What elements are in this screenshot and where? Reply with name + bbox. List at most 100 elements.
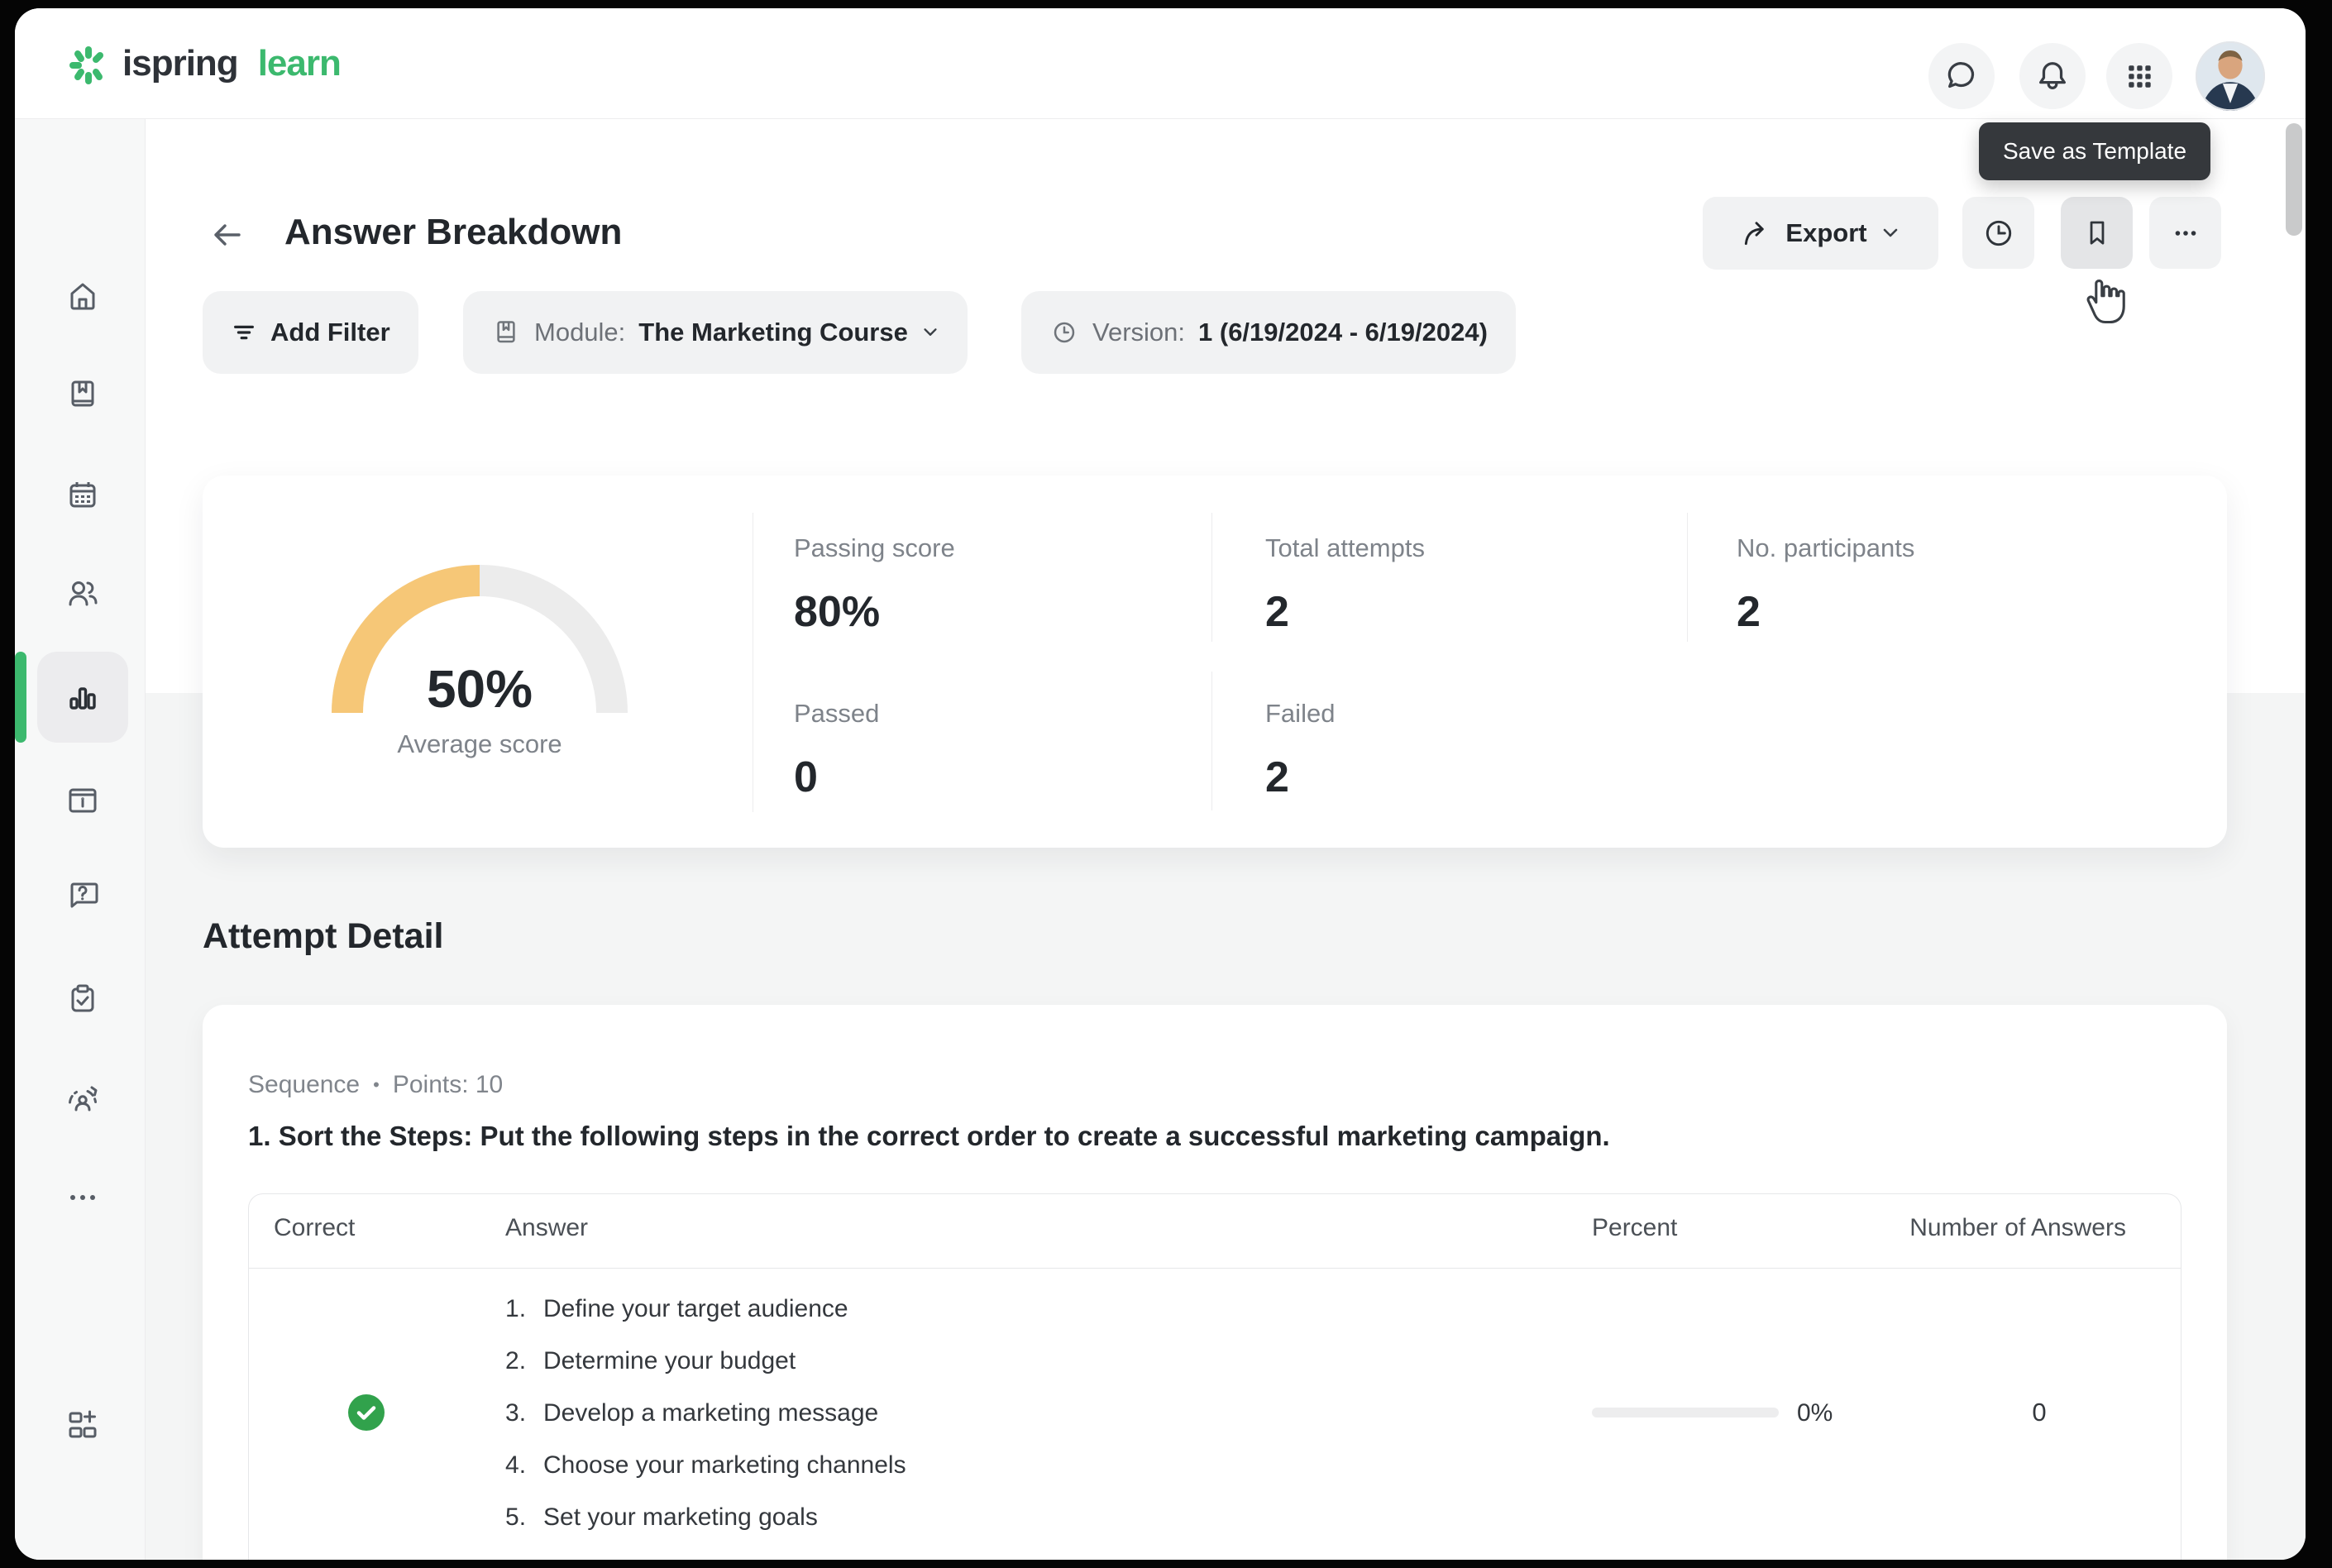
- messages-button[interactable]: [1928, 43, 1995, 109]
- sidebar-item-assignments[interactable]: [64, 980, 102, 1018]
- avatar[interactable]: [2196, 41, 2265, 111]
- attempt-detail-card: Sequence • Points: 10 1. Sort the Steps:…: [203, 1005, 2227, 1560]
- sidebar-item-people[interactable]: [64, 575, 102, 613]
- col-header-number-of-answers: Number of Answers: [1909, 1214, 2126, 1241]
- question-type: Sequence: [248, 1071, 361, 1098]
- person-arcs-icon: [64, 1079, 102, 1117]
- gauge-value-arc: [332, 565, 480, 714]
- average-score-gauge: [323, 556, 637, 725]
- bar-chart-icon: [64, 678, 102, 716]
- chat-bubble-icon: [1943, 58, 1980, 94]
- sidebar-item-reports[interactable]: [64, 678, 102, 716]
- brand-name-primary: ispring: [122, 43, 239, 84]
- stat-label: Passed: [794, 699, 880, 728]
- calendar-icon: [64, 476, 102, 514]
- stat-value: 80%: [794, 588, 881, 636]
- answers-table: Correct Answer Percent Number of Answers…: [248, 1193, 2181, 1560]
- question-bubble-icon: [64, 877, 102, 915]
- percent-progress-bar: [1592, 1408, 1779, 1417]
- divider: [1211, 513, 1212, 642]
- col-header-correct: Correct: [274, 1214, 356, 1241]
- save-as-template-tooltip: Save as Template: [1979, 122, 2210, 180]
- version-filter-chip[interactable]: Version: 1 (6/19/2024 - 6/19/2024): [1021, 291, 1516, 374]
- col-header-percent: Percent: [1592, 1214, 1678, 1241]
- export-button[interactable]: Export: [1703, 197, 1938, 270]
- sidebar-item-info[interactable]: [64, 782, 102, 820]
- answer-item: Define your target audience: [505, 1283, 906, 1335]
- sidebar-item-calendar[interactable]: [64, 476, 102, 514]
- book-icon: [64, 376, 102, 414]
- module-label: Module:: [534, 318, 626, 347]
- answer-sequence-list: Define your target audience Determine yo…: [505, 1283, 906, 1543]
- home-icon: [64, 277, 102, 315]
- answer-item: Develop a marketing message: [505, 1387, 906, 1439]
- stat-value: 2: [1265, 588, 1289, 636]
- brand-name-secondary: learn: [257, 43, 342, 84]
- attempt-detail-heading: Attempt Detail: [203, 916, 444, 956]
- module-value: The Marketing Course: [638, 318, 908, 347]
- question-meta: Sequence • Points: 10: [248, 1071, 503, 1099]
- answer-item: Determine your budget: [505, 1335, 906, 1387]
- chevron-down-icon: [1880, 223, 1900, 243]
- module-filter-chip[interactable]: Module: The Marketing Course: [463, 291, 968, 374]
- module-book-icon: [491, 318, 521, 347]
- question-points: Points: 10: [392, 1071, 504, 1098]
- gauge-caption: Average score: [397, 729, 562, 758]
- notifications-button[interactable]: [2019, 43, 2086, 109]
- page-title: Answer Breakdown: [284, 212, 623, 252]
- number-of-answers-value: 0: [2032, 1398, 2047, 1427]
- active-item-indicator: [15, 652, 26, 743]
- col-header-answer: Answer: [505, 1214, 589, 1241]
- ellipsis-icon: [64, 1178, 102, 1217]
- share-export-icon: [1741, 218, 1772, 249]
- answers-table-header: Correct Answer Percent Number of Answers: [249, 1194, 2181, 1269]
- app-window: ispring learn: [15, 8, 2306, 1560]
- add-filter-chip[interactable]: Add Filter: [203, 291, 418, 374]
- divider: [1687, 513, 1688, 642]
- gauge-value: 50%: [426, 659, 533, 719]
- grid-icon: [2122, 59, 2157, 93]
- users-icon: [64, 575, 102, 613]
- stat-label: Failed: [1265, 699, 1336, 728]
- stat-label: No. participants: [1737, 533, 1915, 562]
- stat-value: 2: [1265, 753, 1289, 801]
- percent-value: 0%: [1797, 1399, 1833, 1427]
- meta-separator: •: [373, 1074, 380, 1095]
- bell-icon: [2034, 58, 2071, 94]
- stat-value: 2: [1737, 588, 1761, 636]
- chevron-down-icon: [921, 323, 939, 342]
- stat-label: Total attempts: [1265, 533, 1425, 562]
- clipboard-check-icon: [64, 980, 102, 1018]
- answer-item: Set your marketing goals: [505, 1491, 906, 1543]
- more-dots-icon: [2169, 217, 2202, 250]
- apps-grid-button[interactable]: [2106, 43, 2172, 109]
- answer-text: Set your marketing goals: [543, 1503, 818, 1531]
- sidebar-item-reports-bg: [37, 652, 128, 743]
- stat-value: 0: [794, 753, 818, 801]
- sidebar-item-courses[interactable]: [64, 376, 102, 414]
- version-label: Version:: [1092, 318, 1186, 347]
- bookmark-icon: [2081, 217, 2114, 250]
- question-title: 1. Sort the Steps: Put the following ste…: [248, 1121, 1610, 1151]
- summary-card: [203, 476, 2227, 848]
- mouse-cursor: [2082, 275, 2134, 337]
- back-button[interactable]: [207, 216, 245, 254]
- answer-text: Develop a marketing message: [543, 1399, 879, 1427]
- export-label: Export: [1785, 218, 1867, 247]
- brand-logo[interactable]: ispring learn: [66, 38, 342, 89]
- grid-plus-icon: [64, 1406, 102, 1444]
- history-button[interactable]: [1962, 197, 2034, 269]
- sidebar-item-addons[interactable]: [64, 1406, 102, 1444]
- answer-text: Define your target audience: [543, 1295, 848, 1322]
- save-as-template-button[interactable]: [2061, 197, 2133, 269]
- scrollbar-thumb[interactable]: [2286, 123, 2302, 236]
- sidebar-item-360-feedback[interactable]: [64, 1079, 102, 1117]
- answer-item: Choose your marketing channels: [505, 1439, 906, 1491]
- correct-check-icon: [347, 1394, 385, 1432]
- answer-text: Choose your marketing channels: [543, 1451, 906, 1479]
- sidebar-item-more[interactable]: [64, 1178, 102, 1217]
- sidebar-item-home[interactable]: [64, 277, 102, 315]
- more-actions-button[interactable]: [2149, 197, 2221, 269]
- sidebar-item-questions[interactable]: [64, 877, 102, 915]
